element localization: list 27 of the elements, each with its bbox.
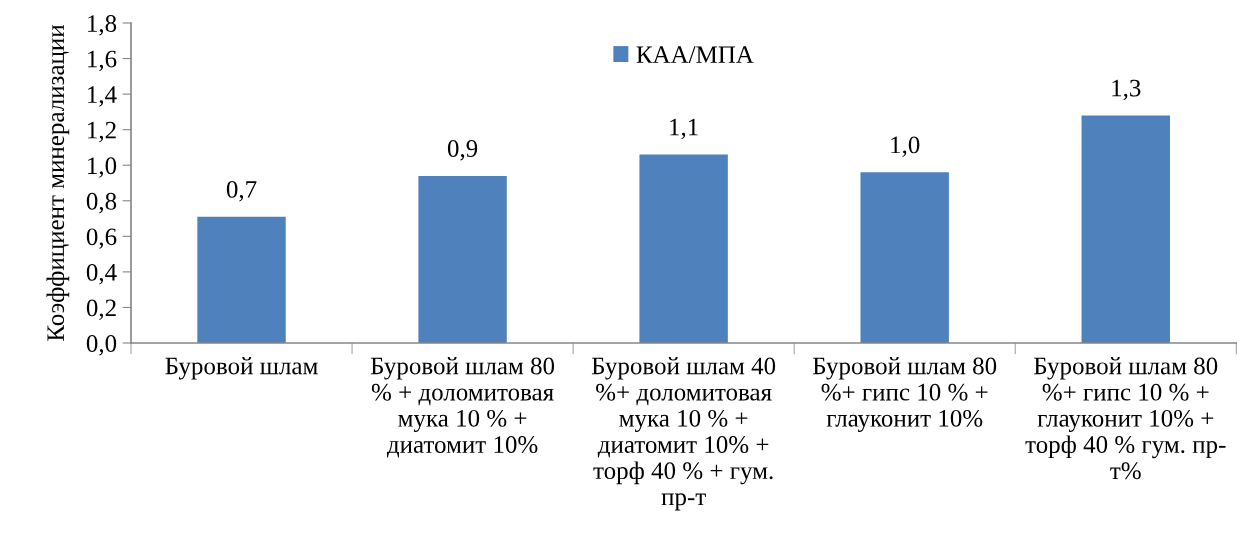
data-label: 1,1 <box>670 118 698 140</box>
y-tick-label: 0,2 <box>86 299 116 320</box>
y-tick-label: 1,4 <box>88 86 117 107</box>
y-tick-label: 0,4 <box>86 263 117 285</box>
x-tick-label: Буровой шлам 80 %+ гипс 10 % + глауконит 10% + торф 40 % гум. пр- т% <box>1025 357 1226 480</box>
data-label: 0,7 <box>226 180 257 202</box>
y-tick-label: 1,8 <box>88 15 117 36</box>
y-tick-label: 1,0 <box>88 157 117 178</box>
y-tick-label: 0,6 <box>86 228 117 249</box>
data-label: 1,0 <box>891 136 920 157</box>
x-tick-label: Буровой шлам 80 % + доломитовая мука 10 % + диатомит 10% <box>370 357 555 458</box>
y-tick-label: 1,2 <box>88 121 116 143</box>
y-tick-label: 0,8 <box>86 192 117 214</box>
legend-label: КАА/МПА <box>636 46 754 64</box>
bar <box>639 154 728 343</box>
data-label: 0,9 <box>447 140 478 161</box>
data-label: 1,3 <box>1112 79 1141 101</box>
bar <box>1081 115 1170 343</box>
bar <box>860 172 949 343</box>
y-tick-label: 0,0 <box>86 335 117 356</box>
bar <box>197 216 286 343</box>
y-axis-title: Коэффициент минерализации <box>46 24 70 341</box>
y-tick-label: 1,6 <box>88 50 117 72</box>
bar <box>418 175 507 343</box>
x-tick-label: Буровой шлам <box>165 357 318 380</box>
x-tick-label: Буровой шлам 80 %+ гипс 10 % + глауконит 10% <box>812 357 997 432</box>
x-tick-label: Буровой шлам 40 %+ доломитовая мука 10 % + диатомит 10% + торф 40 % + гум. пр-т <box>591 357 776 511</box>
